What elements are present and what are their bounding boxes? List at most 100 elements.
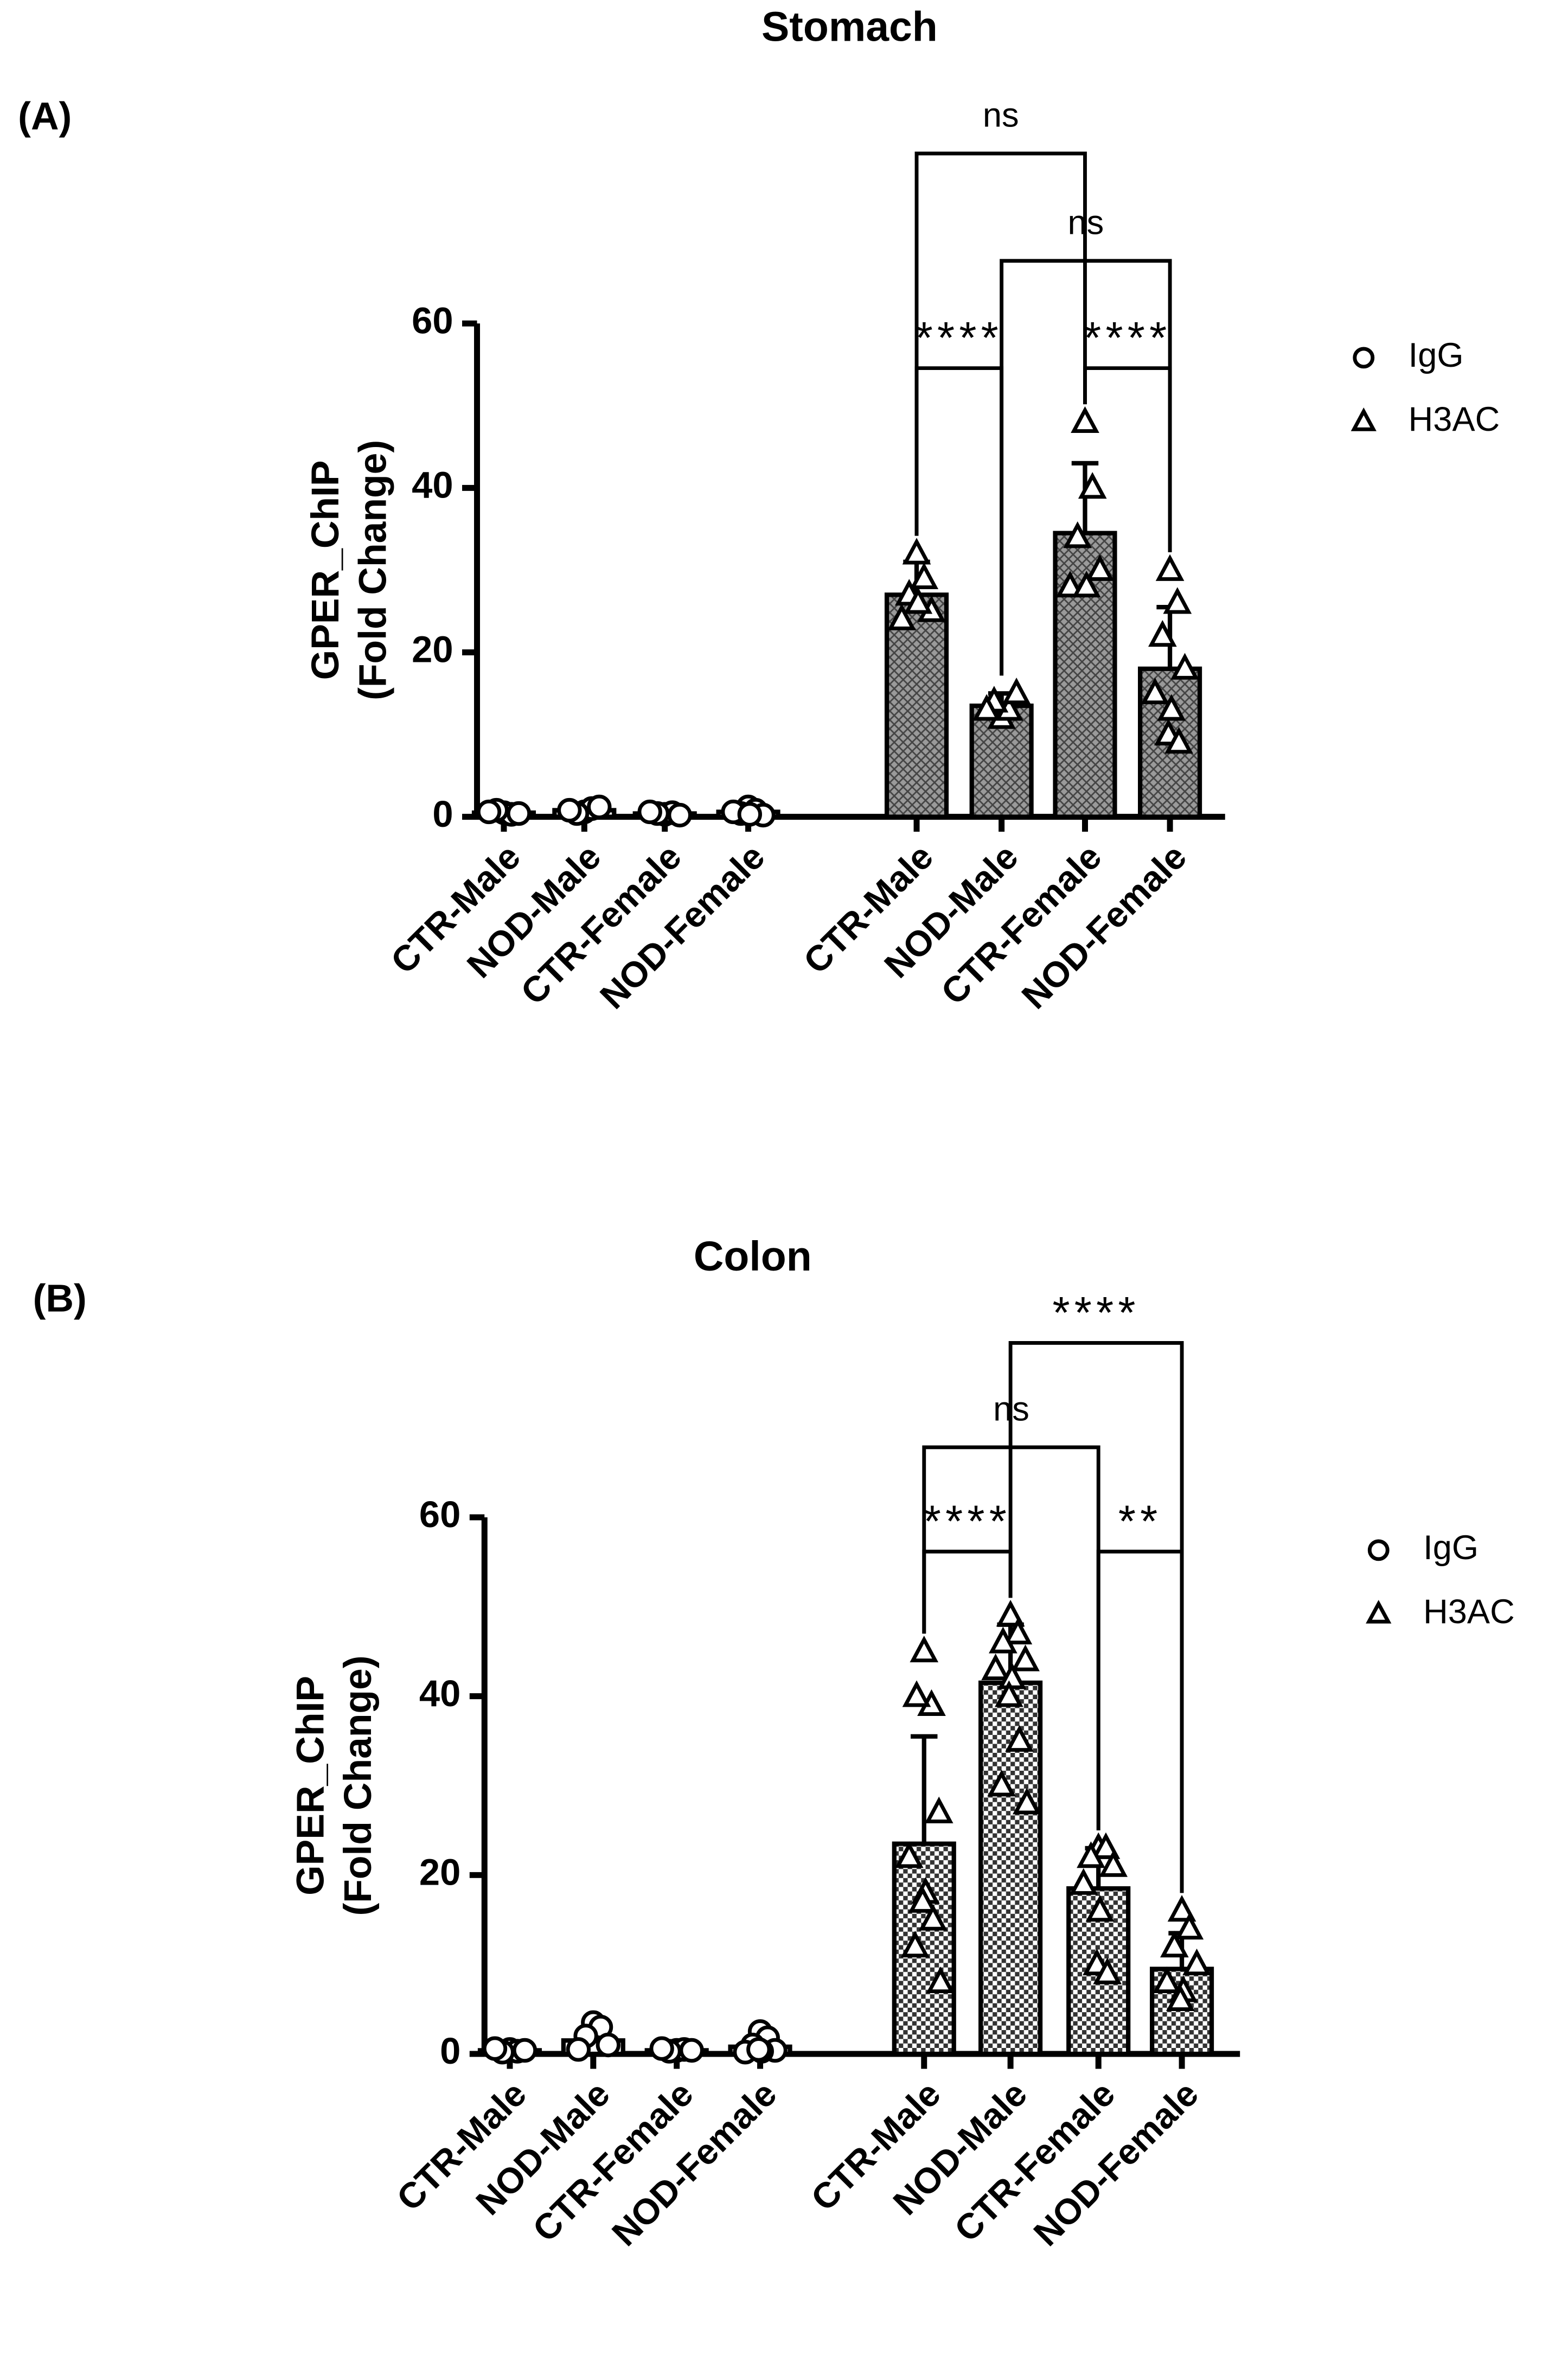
data-point bbox=[1003, 1617, 1033, 1645]
data-point bbox=[996, 1600, 1025, 1627]
data-point bbox=[995, 1680, 1023, 1707]
data-point bbox=[900, 1930, 930, 1958]
data-point bbox=[512, 2038, 537, 2063]
data-point bbox=[1002, 678, 1031, 705]
legend-marker bbox=[1351, 407, 1377, 431]
data-point bbox=[1167, 1895, 1196, 1922]
legend-marker bbox=[1367, 1539, 1390, 1561]
significance-bracket bbox=[914, 151, 1087, 536]
significance-bracket bbox=[922, 1549, 1013, 1634]
y-tick-label: 40 bbox=[412, 464, 453, 506]
data-point bbox=[902, 1680, 931, 1707]
data-point bbox=[1148, 620, 1177, 647]
data-point bbox=[476, 799, 502, 825]
data-point bbox=[1160, 1930, 1189, 1958]
panel: Colon(B)GPER_ChIP (Fold Change)0204060CTR… bbox=[33, 1233, 1515, 2254]
data-point bbox=[894, 1841, 924, 1868]
data-point bbox=[1011, 1644, 1040, 1671]
data-point bbox=[1063, 521, 1092, 548]
significance-label: **** bbox=[916, 313, 1003, 363]
data-point bbox=[989, 1626, 1017, 1654]
y-tick-label: 60 bbox=[412, 299, 453, 341]
data-point bbox=[1166, 1984, 1195, 2012]
data-point bbox=[1072, 570, 1101, 598]
data-point bbox=[1164, 726, 1193, 754]
data-point bbox=[1069, 1868, 1098, 1895]
data-point bbox=[1182, 1948, 1211, 1976]
data-point bbox=[746, 2037, 771, 2062]
data-point bbox=[924, 1796, 953, 1823]
legend-label: IgG bbox=[1423, 1529, 1479, 1567]
y-axis-label-line: GPER_ChIP bbox=[304, 460, 347, 680]
data-point bbox=[1175, 1912, 1204, 1940]
data-point bbox=[972, 694, 1001, 721]
data-point bbox=[908, 1886, 937, 1913]
data-point bbox=[667, 802, 692, 828]
data-point bbox=[1085, 1895, 1115, 1922]
data-point bbox=[1091, 1832, 1121, 1859]
data-point bbox=[902, 538, 931, 565]
data-point bbox=[587, 794, 612, 820]
data-point bbox=[1078, 472, 1107, 499]
data-point bbox=[482, 2036, 508, 2061]
data-point bbox=[1005, 1725, 1034, 1752]
significance-label: **** bbox=[924, 1496, 1011, 1546]
data-point bbox=[1153, 1966, 1181, 1994]
significance-bracket bbox=[1008, 1341, 1184, 1893]
data-point bbox=[1155, 554, 1185, 581]
data-point bbox=[637, 799, 662, 825]
y-axis-label-line: GPER_ChIP bbox=[289, 1676, 332, 1896]
panel-label: (A) bbox=[18, 95, 72, 138]
data-point bbox=[557, 797, 582, 823]
significance-bracket bbox=[1096, 1549, 1184, 1893]
data-point bbox=[1141, 678, 1169, 705]
data-point bbox=[1012, 1788, 1041, 1815]
legend-label: IgG bbox=[1409, 336, 1464, 374]
y-tick-label: 20 bbox=[419, 1851, 460, 1893]
legend-marker bbox=[1366, 1600, 1392, 1624]
data-point bbox=[506, 801, 532, 826]
y-tick-label: 0 bbox=[432, 793, 453, 835]
data-point bbox=[649, 2036, 674, 2061]
y-axis-label: GPER_ChIP (Fold Change) bbox=[304, 440, 395, 700]
data-point bbox=[904, 587, 933, 614]
legend-marker bbox=[1353, 347, 1375, 369]
panel: Stomach(A)GPER_ChIP (Fold Change)0204060C… bbox=[18, 3, 1500, 1016]
y-axis-label: GPER_ChIP (Fold Change) bbox=[289, 1655, 380, 1916]
y-axis-label-line: (Fold Change) bbox=[336, 1655, 380, 1916]
data-point bbox=[910, 562, 939, 589]
significance-bracket bbox=[1083, 366, 1172, 552]
data-point bbox=[987, 1770, 1016, 1797]
significance-label: ** bbox=[1118, 1496, 1162, 1546]
data-point bbox=[596, 2032, 620, 2058]
chart-title: Stomach bbox=[761, 3, 938, 50]
y-axis-label-line: (Fold Change) bbox=[351, 440, 395, 700]
data-point bbox=[1055, 570, 1085, 598]
data-point bbox=[1170, 653, 1199, 680]
data-point bbox=[737, 802, 762, 827]
data-point bbox=[1099, 1850, 1128, 1877]
data-point bbox=[1077, 1841, 1105, 1868]
data-point bbox=[981, 1653, 1010, 1681]
chart-title: Colon bbox=[694, 1233, 812, 1280]
legend-label: H3AC bbox=[1409, 400, 1500, 438]
data-point bbox=[1163, 587, 1192, 614]
significance-label: **** bbox=[1084, 313, 1171, 363]
data-point bbox=[887, 603, 916, 630]
significance-label: ns bbox=[983, 97, 1019, 135]
y-tick-label: 60 bbox=[419, 1494, 460, 1535]
data-point bbox=[566, 2037, 591, 2062]
data-point bbox=[926, 1966, 955, 1994]
data-point bbox=[679, 2038, 704, 2063]
bar bbox=[978, 1680, 1043, 2057]
y-tick-label: 20 bbox=[412, 629, 453, 671]
y-tick-label: 0 bbox=[440, 2030, 460, 2072]
data-point bbox=[918, 1904, 948, 1931]
y-tick-label: 40 bbox=[419, 1673, 460, 1714]
data-point bbox=[1071, 406, 1099, 433]
panel-label: (B) bbox=[33, 1277, 87, 1320]
data-point bbox=[1093, 1957, 1122, 1984]
data-point bbox=[1085, 554, 1115, 581]
